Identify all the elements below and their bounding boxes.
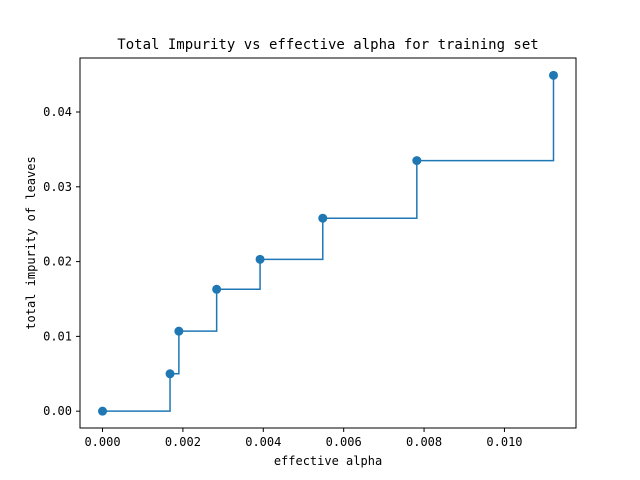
x-tick-label: 0.006 — [326, 435, 362, 449]
data-point — [318, 213, 328, 223]
data-point — [212, 284, 222, 294]
y-tick-label: 0.00 — [43, 404, 72, 418]
x-tick-label: 0.002 — [165, 435, 201, 449]
data-point — [255, 254, 265, 264]
x-tick-label: 0.010 — [486, 435, 522, 449]
plot-area — [98, 70, 558, 416]
axes-frame — [79, 57, 577, 429]
x-axis-label: effective alpha — [274, 454, 382, 468]
x-tick-label: 0.004 — [245, 435, 281, 449]
y-tick-label: 0.02 — [43, 255, 72, 269]
x-tick-label: 0.008 — [406, 435, 442, 449]
data-point — [412, 156, 422, 166]
chart-title: Total Impurity vs effective alpha for tr… — [117, 37, 538, 53]
y-tick-label: 0.03 — [43, 180, 72, 194]
y-axis-label: total impurity of leaves — [24, 156, 38, 329]
data-point — [165, 369, 175, 379]
y-tick-label: 0.04 — [43, 105, 72, 119]
x-tick-label: 0.000 — [84, 435, 120, 449]
data-point — [548, 70, 558, 80]
y-tick-label: 0.01 — [43, 329, 72, 343]
axis-ticks: 0.000 0.002 0.004 0.006 0.008 0.010 0.00 0.01 0.… — [43, 105, 522, 449]
data-point — [98, 406, 108, 416]
data-point — [174, 326, 184, 336]
